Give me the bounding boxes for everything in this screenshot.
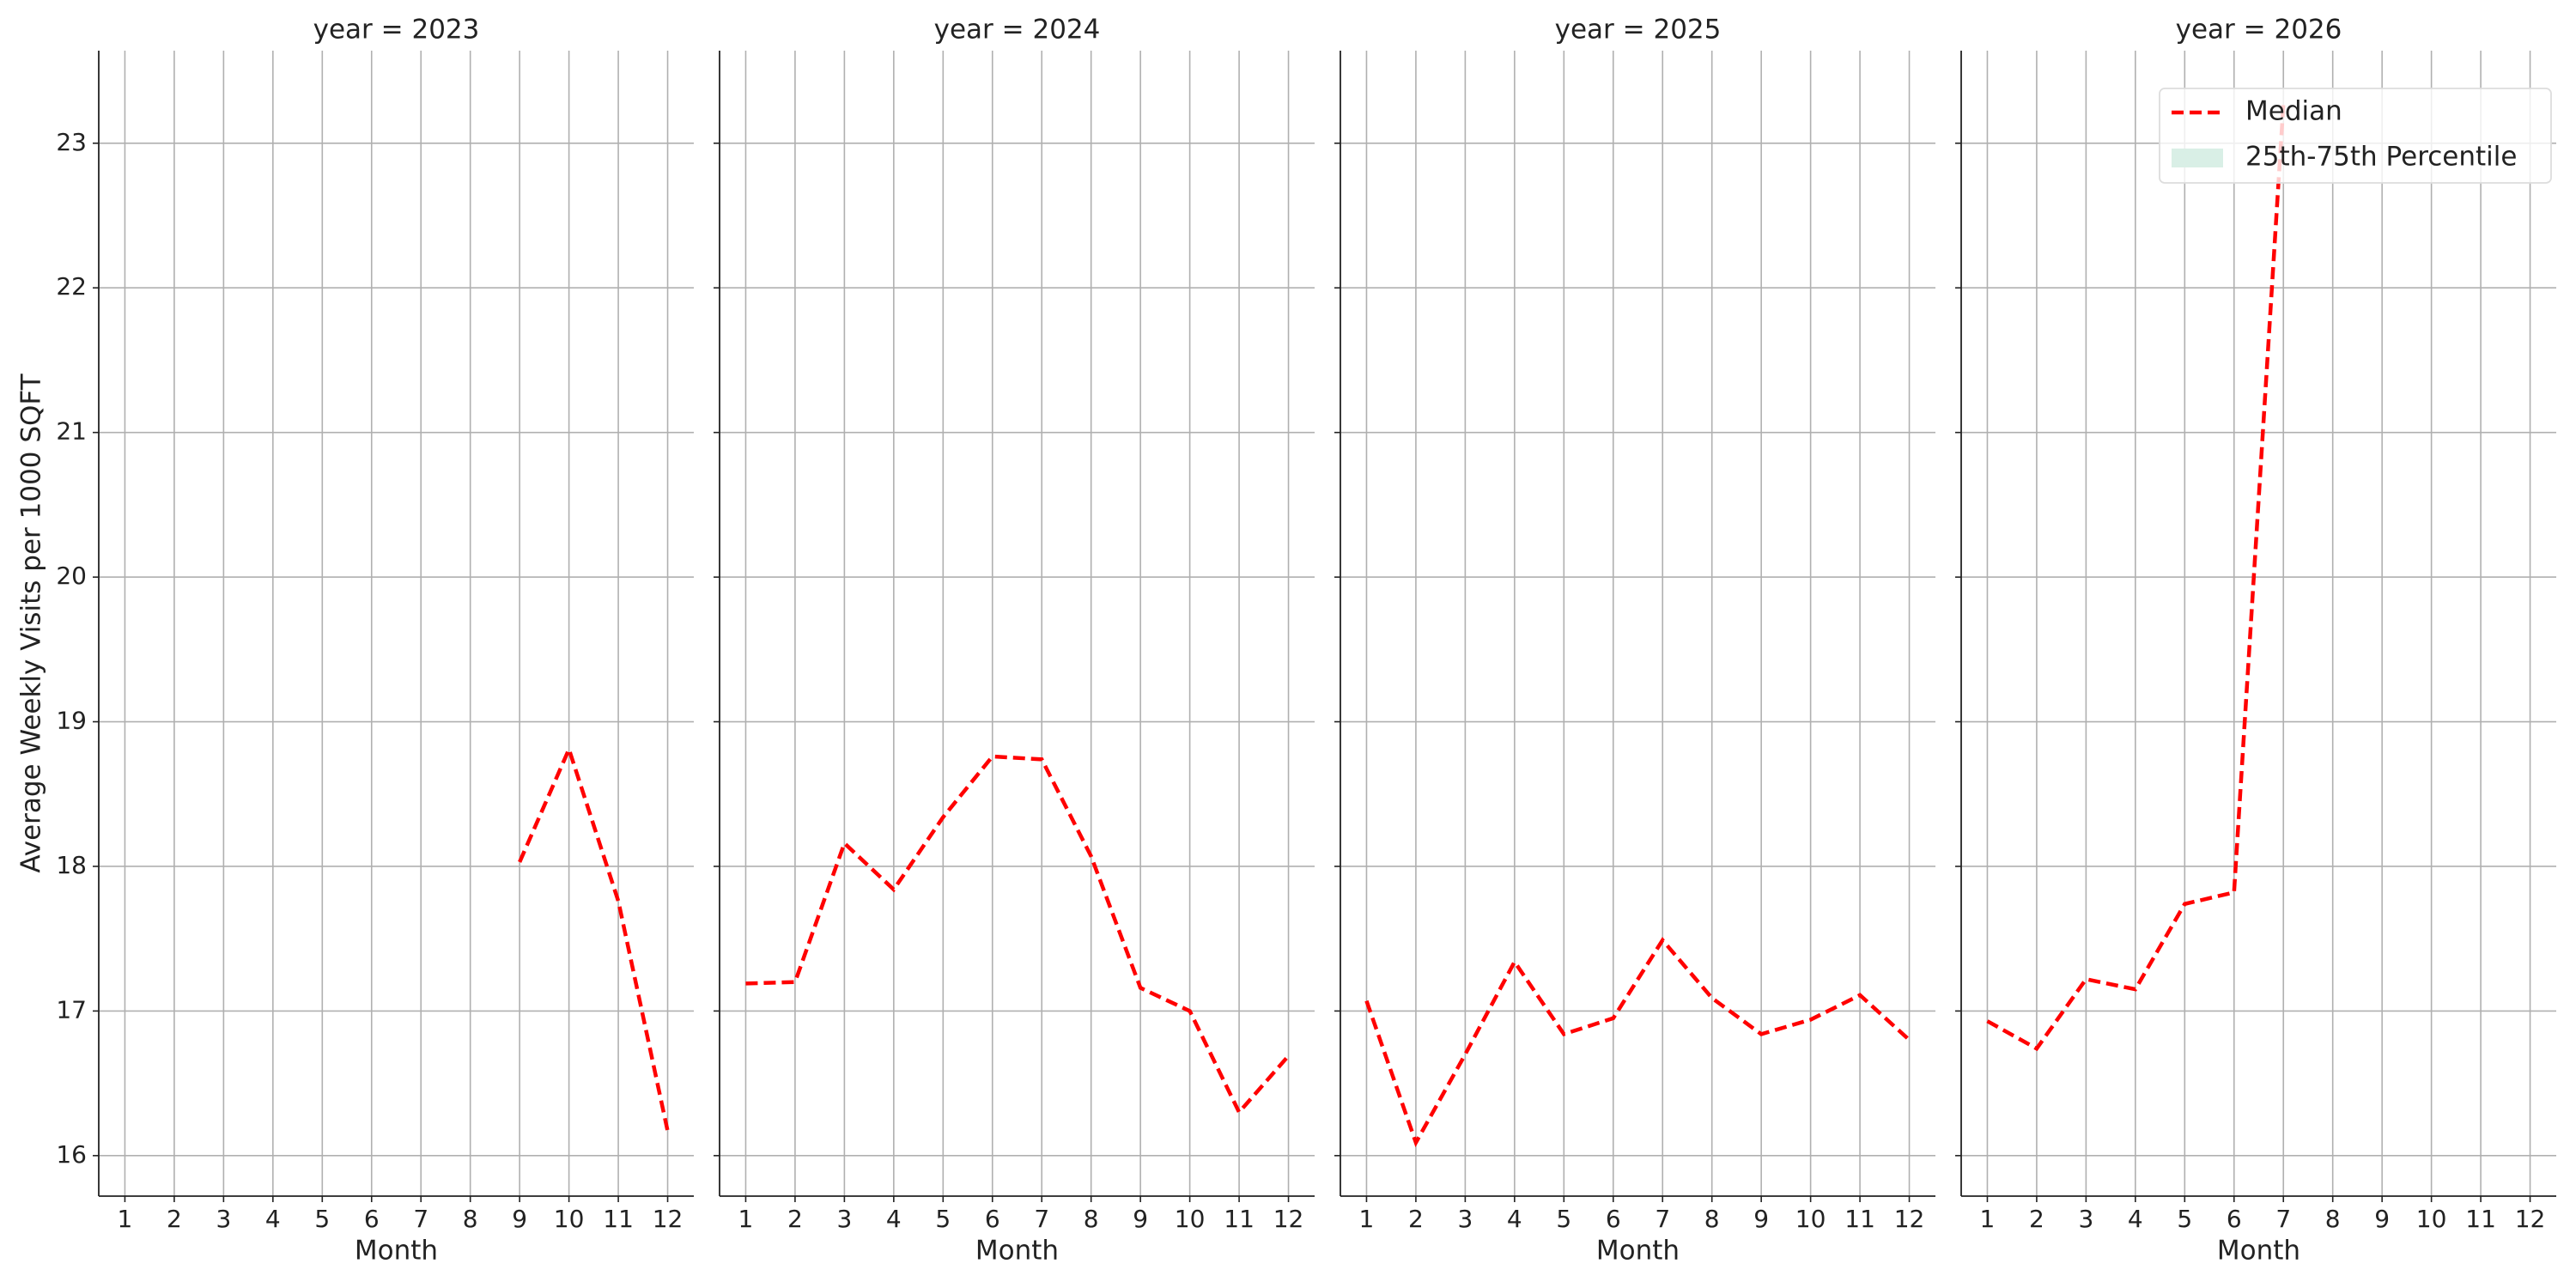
x-tick-label: 7 bbox=[1034, 1205, 1049, 1233]
median-line bbox=[1986, 104, 2286, 1052]
x-tick-label: 12 bbox=[653, 1205, 683, 1233]
x-tick-label: 6 bbox=[985, 1205, 1000, 1233]
y-tick-label: 18 bbox=[56, 851, 87, 879]
x-tick-label: 12 bbox=[1894, 1205, 1925, 1233]
x-tick-label: 2 bbox=[167, 1205, 182, 1233]
median-line bbox=[518, 744, 670, 1132]
y-tick-label: 16 bbox=[56, 1140, 87, 1169]
x-tick-label: 4 bbox=[1507, 1205, 1522, 1233]
x-tick-label: 11 bbox=[603, 1205, 634, 1233]
legend-label: Median bbox=[2245, 96, 2342, 127]
x-axis-label: Month bbox=[1596, 1236, 1680, 1267]
x-tick-label: 12 bbox=[2515, 1205, 2546, 1233]
x-tick-label: 5 bbox=[2177, 1205, 2192, 1233]
panel-title: year = 2025 bbox=[1555, 15, 1722, 46]
x-tick-label: 11 bbox=[1224, 1205, 1255, 1233]
x-tick-label: 7 bbox=[1655, 1205, 1670, 1233]
median-line bbox=[745, 754, 1291, 1116]
y-tick-label: 22 bbox=[56, 272, 87, 301]
x-tick-label: 3 bbox=[2078, 1205, 2093, 1233]
x-tick-label: 6 bbox=[364, 1205, 380, 1233]
legend-box bbox=[2159, 88, 2552, 184]
y-tick-label: 20 bbox=[56, 562, 87, 590]
x-tick-label: 11 bbox=[2465, 1205, 2496, 1233]
x-tick-label: 11 bbox=[1844, 1205, 1875, 1233]
y-tick-label: 17 bbox=[56, 995, 87, 1024]
x-tick-label: 9 bbox=[1133, 1205, 1148, 1233]
x-tick-label: 2 bbox=[2029, 1205, 2044, 1233]
x-tick-label: 8 bbox=[2325, 1205, 2341, 1233]
x-tick-label: 7 bbox=[2275, 1205, 2291, 1233]
x-tick-label: 3 bbox=[836, 1205, 852, 1233]
x-axis-label: Month bbox=[975, 1236, 1059, 1267]
median-line bbox=[1364, 937, 1911, 1148]
x-tick-label: 10 bbox=[1175, 1205, 1206, 1233]
y-tick-label: 19 bbox=[56, 707, 87, 735]
x-tick-label: 5 bbox=[314, 1205, 330, 1233]
x-tick-label: 8 bbox=[1704, 1205, 1720, 1233]
x-tick-label: 10 bbox=[1795, 1205, 1826, 1233]
x-tick-label: 12 bbox=[1273, 1205, 1304, 1233]
x-tick-label: 6 bbox=[1606, 1205, 1621, 1233]
x-tick-label: 9 bbox=[2374, 1205, 2390, 1233]
panel-title: year = 2023 bbox=[313, 15, 480, 46]
x-tick-label: 5 bbox=[935, 1205, 951, 1233]
x-tick-label: 2 bbox=[787, 1205, 803, 1233]
x-tick-label: 3 bbox=[1457, 1205, 1473, 1233]
panel-title: year = 2024 bbox=[934, 15, 1101, 46]
x-tick-label: 1 bbox=[1359, 1205, 1375, 1233]
legend-label: 25th-75th Percentile bbox=[2245, 142, 2517, 173]
x-tick-label: 4 bbox=[265, 1205, 281, 1233]
x-tick-label: 8 bbox=[1084, 1205, 1099, 1233]
x-tick-label: 9 bbox=[512, 1205, 527, 1233]
panel-title: year = 2026 bbox=[2176, 15, 2342, 46]
x-tick-label: 2 bbox=[1408, 1205, 1424, 1233]
x-tick-label: 10 bbox=[554, 1205, 585, 1233]
x-tick-label: 1 bbox=[118, 1205, 133, 1233]
x-axis-label: Month bbox=[355, 1236, 438, 1267]
y-axis-label: Average Weekly Visits per 1000 SQFT bbox=[16, 373, 47, 872]
x-tick-label: 9 bbox=[1753, 1205, 1769, 1233]
x-tick-label: 4 bbox=[2128, 1205, 2143, 1233]
x-tick-label: 8 bbox=[463, 1205, 478, 1233]
x-tick-label: 10 bbox=[2416, 1205, 2447, 1233]
legend-patch bbox=[2172, 149, 2223, 167]
x-tick-label: 6 bbox=[2227, 1205, 2242, 1233]
x-tick-label: 5 bbox=[1556, 1205, 1571, 1233]
x-tick-label: 3 bbox=[216, 1205, 231, 1233]
x-axis-label: Month bbox=[2217, 1236, 2300, 1267]
y-tick-label: 23 bbox=[56, 128, 87, 156]
x-tick-label: 1 bbox=[738, 1205, 754, 1233]
x-tick-label: 4 bbox=[886, 1205, 902, 1233]
y-tick-label: 21 bbox=[56, 417, 87, 446]
x-tick-label: 1 bbox=[1980, 1205, 1996, 1233]
x-tick-label: 7 bbox=[413, 1205, 428, 1233]
